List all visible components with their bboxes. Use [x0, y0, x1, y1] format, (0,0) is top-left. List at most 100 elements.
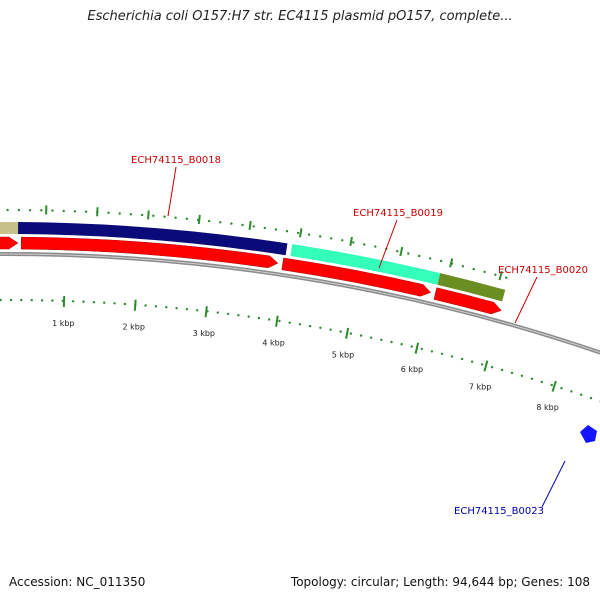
gene-label[interactable]: ECH74115_B0020 [498, 265, 588, 276]
outer-tick-dot [241, 223, 244, 227]
outer-tick-dot [51, 209, 54, 212]
inner-tick-dot [500, 368, 504, 372]
kbp-label: 4 kbp [262, 338, 284, 347]
inner-tick-dot [298, 323, 302, 326]
gene-label[interactable]: ECH74115_B0019 [353, 208, 443, 219]
inner-tick-dot [308, 324, 312, 328]
outer-tick-dot [319, 235, 322, 238]
outer-tick-dot [107, 211, 110, 214]
inner-tick-dot [30, 299, 33, 302]
inner-tick-dot [329, 328, 332, 331]
feature-segment-aqua[interactable] [290, 244, 441, 285]
inner-tick-dot [123, 302, 127, 306]
inner-tick-dot [257, 316, 261, 320]
inner-tick-dot [410, 345, 413, 348]
inner-tick-dot [490, 366, 494, 369]
inner-tick-dot [185, 308, 189, 311]
outer-tick-dot [461, 265, 465, 268]
inner-tick-dot [72, 300, 75, 303]
inner-tick-dot [237, 314, 240, 317]
outer-tick-dot [363, 243, 366, 246]
inner-tick-dot [268, 318, 271, 321]
inner-tick-dot [570, 390, 573, 393]
map-title: Escherichia coli O157:H7 str. EC4115 pla… [87, 9, 513, 24]
kbp-tick-mark [414, 342, 420, 354]
inner-tick-dot [288, 321, 291, 324]
gene-arrow-2[interactable] [20, 236, 279, 269]
inner-tick-dot [349, 332, 353, 335]
inner-tick-dot [390, 340, 393, 344]
inner-tick-dot [589, 396, 593, 400]
inner-tick-dot [0, 298, 2, 302]
feature-segment-olive[interactable] [437, 273, 506, 302]
outer-tick-dot [174, 216, 177, 219]
kbp-label: 2 kbp [122, 323, 144, 332]
inner-tick-dot [20, 298, 23, 302]
inner-tick-dot [480, 363, 484, 366]
outer-tick-dot [28, 209, 32, 212]
inner-tick-dot [247, 315, 250, 318]
gene-arrow-1[interactable] [0, 236, 19, 250]
inner-tick-dot [226, 312, 230, 316]
inner-tick-dot [103, 301, 106, 304]
gene-arrow-4[interactable] [433, 287, 502, 315]
outer-tick-dot [439, 259, 443, 263]
outer-tick-dot [407, 252, 410, 255]
inner-tick-dot [440, 352, 444, 355]
outer-tick-dot [185, 217, 188, 220]
inner-tick-dot [40, 299, 44, 302]
gene-arrow-3[interactable] [281, 257, 432, 297]
blue-marker-feature[interactable] [580, 425, 597, 443]
inner-tick-dot [165, 306, 168, 309]
outer-tick-dot [6, 208, 9, 212]
outer-tick-dot [285, 230, 289, 233]
inner-tick-dot [380, 338, 383, 341]
inner-tick-dot [319, 326, 322, 329]
outer-tick-mark [498, 271, 503, 281]
inner-tick-dot [550, 383, 553, 387]
kbp-tick-mark [133, 299, 137, 311]
outer-tick-dot [17, 208, 21, 212]
outer-tick-dot [40, 209, 43, 212]
outer-tick-mark [197, 214, 201, 225]
label-leader-line [167, 166, 177, 217]
inner-tick-dot [450, 355, 454, 358]
inner-tick-dot [430, 350, 434, 353]
outer-tick-dot [483, 270, 486, 274]
outer-tick-dot [352, 241, 355, 244]
outer-tick-dot [330, 237, 333, 240]
outer-tick-dot [207, 219, 211, 223]
inner-tick-dot [400, 343, 403, 346]
kbp-tick-mark [204, 306, 208, 318]
inner-tick-dot [560, 387, 563, 390]
gene-label[interactable]: ECH74115_B0023 [454, 506, 544, 517]
kbp-label: 5 kbp [332, 350, 354, 359]
inner-tick-dot [175, 307, 178, 310]
accession-text: Accession: NC_011350 [9, 575, 146, 589]
inner-tick-dot [51, 299, 54, 302]
kbp-tick-mark [345, 327, 350, 339]
outer-tick-dot [505, 276, 508, 279]
kbp-tick-mark [483, 360, 489, 372]
outer-tick-dot [341, 239, 344, 242]
outer-tick-dot [252, 225, 255, 228]
outer-tick-mark [349, 236, 353, 247]
gene-label[interactable]: ECH74115_B0018 [131, 155, 221, 166]
inner-tick-dot [370, 336, 373, 339]
outer-tick-dot [62, 209, 65, 213]
outer-tick-dot [129, 213, 133, 216]
feature-segment-navy[interactable] [18, 222, 288, 256]
kbp-label: 3 kbp [193, 329, 215, 338]
inner-tick-dot [278, 319, 281, 323]
outer-tick-dot [494, 273, 497, 276]
feature-segment-khaki[interactable] [0, 222, 19, 235]
backbone-highlight [0, 253, 600, 354]
inner-tick-dot [154, 305, 158, 308]
outer-tick-dot [296, 231, 300, 235]
kbp-label: 8 kbp [536, 403, 558, 412]
outer-tick-dot [396, 250, 399, 253]
inner-tick-dot [520, 374, 524, 377]
outer-tick-dot [263, 226, 266, 230]
outer-tick-mark [299, 228, 303, 238]
